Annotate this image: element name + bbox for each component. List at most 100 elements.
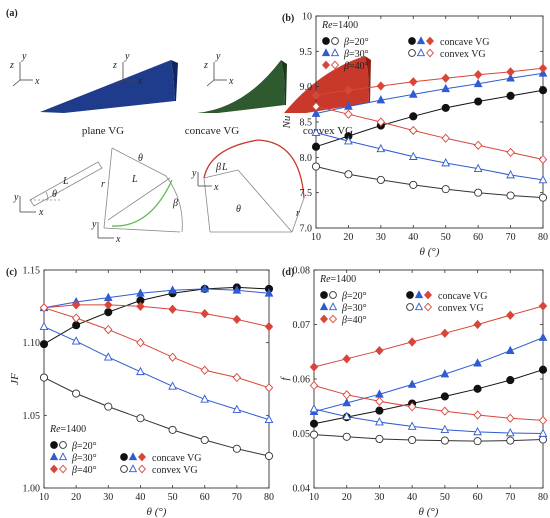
svg-text:x: x <box>34 76 40 87</box>
legend-marker-open <box>328 314 338 324</box>
legend-marker-filled <box>322 37 330 45</box>
x-tick-label: 20 <box>71 492 81 503</box>
data-point-convex-beta40 <box>136 338 145 348</box>
series-line-convex-beta30 <box>43 326 270 421</box>
x-tick-label: 30 <box>374 492 384 503</box>
legend-marker-open <box>58 452 68 461</box>
data-point-convex-beta40 <box>311 101 321 112</box>
data-point-concave-beta30 <box>473 78 483 88</box>
data-point-concave-beta40 <box>375 346 384 356</box>
data-point-convex-beta40 <box>376 117 386 127</box>
data-point-convex-beta20 <box>474 188 483 197</box>
data-point-convex-beta20 <box>473 437 482 446</box>
data-point-convex-beta40 <box>407 402 417 412</box>
data-point-concave-beta30 <box>441 83 451 93</box>
data-point-convex-beta40 <box>264 383 274 393</box>
y-tick-label: 9.0 <box>300 82 313 93</box>
x-tick-label: 60 <box>200 492 210 503</box>
y-tick-label: 1.15 <box>23 266 41 277</box>
data-point-concave-beta40 <box>264 322 274 332</box>
svg-text:r: r <box>101 179 105 190</box>
data-point-concave-beta40 <box>441 73 450 83</box>
concave-vg-render: z y x concave VG <box>112 51 287 137</box>
x-tick-label: 70 <box>506 232 516 243</box>
series-line-concave-beta30 <box>43 288 270 309</box>
data-point-concave-beta20 <box>440 392 449 401</box>
data-point-concave-beta20 <box>104 308 113 317</box>
legend-marker <box>120 453 128 461</box>
data-point-convex-beta40 <box>473 140 483 150</box>
data-point-concave-beta40 <box>168 304 177 314</box>
data-point-convex-beta20 <box>309 430 319 439</box>
chart-nu: (b) 10 20 30 40 50 60 70 80 7.0 7.5 8.0 8.5 9.0 9.5 10 θ… <box>281 12 548 259</box>
x-tick-label: 40 <box>407 492 417 503</box>
svg-text:x: x <box>38 207 44 218</box>
data-point-convex-beta40 <box>200 365 209 375</box>
data-point-convex-beta20 <box>538 435 548 444</box>
x-tick-label: 20 <box>343 232 353 243</box>
x-tick-label: 50 <box>441 232 451 243</box>
svg-text:x: x <box>137 76 143 87</box>
svg-text:y: y <box>191 168 197 179</box>
data-point-concave-beta30 <box>136 288 145 297</box>
legend-vg-label: concave VG <box>440 37 490 48</box>
legend-beta-label: β=30° <box>341 303 367 314</box>
svg-text:L: L <box>221 162 228 173</box>
data-point-concave-beta40 <box>538 301 548 311</box>
series-line-concave-beta30 <box>315 72 544 114</box>
chart-f: (d) 10 20 30 40 50 60 70 80 0.04 0.05 0.06 0.07 0.08 θ… <box>279 266 548 518</box>
data-point-concave-beta40 <box>309 362 319 372</box>
panel-label-a: (a) <box>6 8 18 19</box>
data-point-convex-beta20 <box>200 435 209 445</box>
data-point-convex-beta20 <box>408 435 417 445</box>
legend-marker-filled <box>321 60 331 70</box>
data-point-convex-beta40 <box>538 415 548 426</box>
legend-marker <box>425 48 435 58</box>
legend-marker <box>137 464 147 474</box>
legend-marker-open <box>329 291 337 299</box>
legend-marker <box>414 302 424 311</box>
legend-marker-filled <box>319 314 329 324</box>
data-point-concave-beta30 <box>264 288 274 297</box>
legend-marker <box>408 37 416 45</box>
svg-text:z: z <box>203 60 208 71</box>
series-line-concave-beta40 <box>313 305 544 368</box>
data-point-convex-beta20 <box>506 191 515 200</box>
data-point-concave-beta40 <box>473 70 483 80</box>
legend-marker <box>128 464 138 473</box>
data-point-convex-beta30 <box>342 411 352 420</box>
y-axis-label: Nu <box>281 115 293 129</box>
legend-vg-label: convex VG <box>438 303 484 314</box>
legend-vg-label: concave VG <box>438 291 488 302</box>
y-axis-label: f <box>279 376 291 381</box>
data-point-convex-beta20 <box>440 436 449 445</box>
data-point-convex-beta40 <box>409 125 418 136</box>
data-point-convex-beta40 <box>168 352 177 362</box>
panel-label: (d) <box>282 267 294 278</box>
y-tick-label: 0.04 <box>293 484 311 495</box>
data-point-convex-beta30 <box>473 426 482 436</box>
data-point-convex-beta30 <box>473 163 483 172</box>
data-point-concave-beta20 <box>72 321 81 330</box>
data-point-concave-beta40 <box>538 63 548 73</box>
data-point-concave-beta40 <box>407 337 417 347</box>
legend-marker <box>120 465 128 473</box>
data-point-concave-beta30 <box>408 89 418 98</box>
data-point-convex-beta30 <box>441 158 451 167</box>
data-point-convex-beta30 <box>103 352 113 361</box>
legend-marker <box>423 290 433 300</box>
data-point-concave-beta20 <box>538 365 548 374</box>
data-point-convex-beta40 <box>441 133 450 143</box>
data-point-convex-beta20 <box>168 425 177 434</box>
concave-vg-shape <box>197 60 285 113</box>
legend-marker-filled <box>321 48 331 57</box>
legend-marker <box>408 49 416 57</box>
x-tick-label: 70 <box>505 492 515 503</box>
data-point-convex-beta20 <box>409 180 418 189</box>
legend-marker <box>137 452 147 462</box>
data-point-convex-beta20 <box>136 414 145 423</box>
svg-text:z: z <box>9 60 14 71</box>
data-point-concave-beta40 <box>409 77 418 87</box>
svg-text:x: x <box>228 76 234 87</box>
plane-vg-render: z y x plane VG <box>9 51 178 137</box>
